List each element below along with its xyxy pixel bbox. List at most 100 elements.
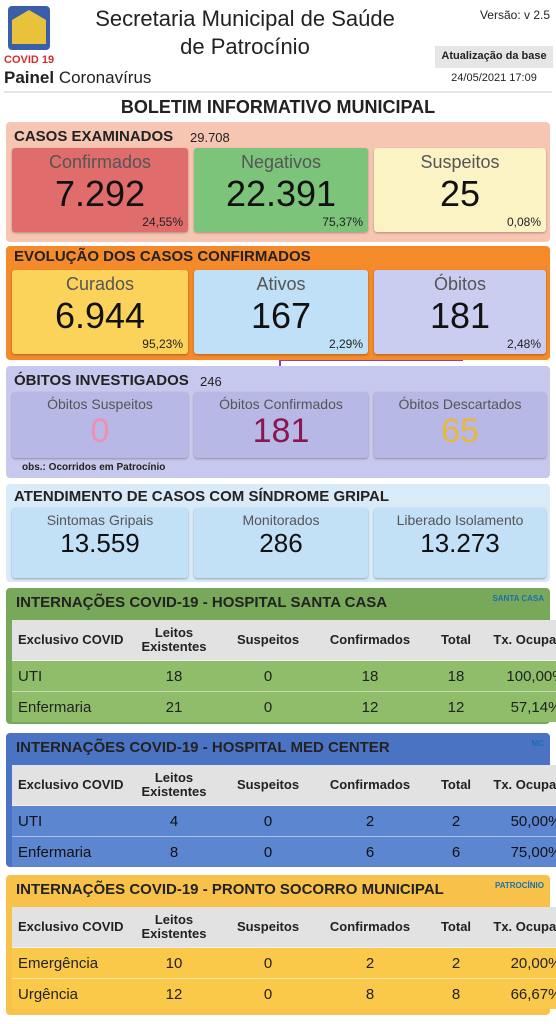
column-header: Leitos Existentes	[141, 912, 207, 941]
panel-bold: Painel	[4, 68, 55, 87]
cell: 2	[423, 947, 489, 979]
cell: 18	[129, 660, 219, 692]
column-header: Confirmados	[329, 777, 411, 792]
card: Óbitos Confirmados 181	[194, 392, 368, 458]
card-label: Negativos	[240, 152, 322, 172]
cell: UTI	[12, 805, 129, 837]
section-title: CASOS EXAMINADOS	[14, 128, 174, 145]
column-header: Exclusivo COVID	[18, 777, 124, 792]
column-header: Tx. Ocupação	[493, 777, 556, 792]
cell: 0	[219, 660, 317, 692]
cell: 10	[129, 947, 219, 979]
cell: 57,14%	[489, 691, 556, 722]
cell: 18	[423, 660, 489, 692]
column-header: Total	[440, 632, 472, 647]
cell: 0	[219, 691, 317, 722]
update-label: Atualização da base	[441, 50, 547, 62]
card: Ativos 167 2,29%	[194, 270, 368, 354]
version: Versão: v 2.5	[479, 8, 550, 22]
cell: 0	[219, 947, 317, 979]
card: Monitorados 286	[194, 508, 368, 578]
card-value: 6.944	[54, 295, 146, 336]
card-label: Óbitos Confirmados	[219, 396, 343, 412]
card-value: 65	[441, 412, 479, 450]
cell: 6	[423, 836, 489, 867]
card-label: Curados	[65, 274, 135, 294]
panel-name: Painel Coronavírus	[4, 68, 151, 88]
card-value: 0	[90, 412, 110, 450]
cell: 0	[219, 836, 317, 867]
cell: 2	[317, 947, 423, 979]
header-row: Exclusivo COVID Leitos Existentes Suspeito…	[12, 620, 556, 661]
section-total: 29.708	[190, 130, 230, 145]
cell: 12	[129, 978, 219, 1009]
column-header: Leitos Existentes	[141, 625, 207, 654]
section-total: 246	[200, 374, 222, 389]
cell: 21	[129, 691, 219, 722]
column-header: Exclusivo COVID	[18, 919, 124, 934]
hospital-section: INTERNAÇÕES COVID-19 - PRONTO SOCORRO MU…	[6, 875, 556, 1015]
section-title: ÓBITOS INVESTIGADOS	[14, 372, 189, 389]
section-title: EVOLUÇÃO DOS CASOS CONFIRMADOS	[14, 248, 311, 265]
cell: Urgência	[12, 978, 129, 1009]
cell: 18	[317, 660, 423, 692]
hospital-title: INTERNAÇÕES COVID-19 - HOSPITAL MED CENT…	[16, 739, 390, 756]
logo-shield	[12, 10, 46, 44]
card: Liberado Isolamento 13.273	[374, 508, 546, 578]
cell: 2	[423, 805, 489, 837]
card-pct: 2,29%	[328, 337, 363, 351]
column-header: Tx. Ocupação	[493, 632, 556, 647]
hospital-table: Exclusivo COVID Leitos Existentes Suspeito…	[12, 620, 556, 722]
card-value: 167	[250, 295, 312, 336]
card-pct: 0,08%	[506, 215, 541, 229]
cell: 100,00%	[489, 660, 556, 692]
card-value: 181	[252, 412, 310, 450]
card-label: Ativos	[256, 274, 306, 294]
cell: UTI	[12, 660, 129, 692]
cell: 4	[129, 805, 219, 837]
card-label: Óbitos Suspeitos	[47, 396, 153, 412]
hospital-section: INTERNAÇÕES COVID-19 - HOSPITAL SANTA CA…	[6, 588, 556, 724]
card-pct: 2,48%	[506, 337, 541, 351]
card-label: Óbitos	[433, 274, 487, 294]
cell: 8	[423, 978, 489, 1009]
card-label: Monitorados	[242, 512, 320, 528]
header-row: Exclusivo COVID Leitos Existentes Suspeito…	[12, 765, 556, 806]
card-label: Suspeitos	[420, 152, 500, 172]
section-title: ATENDIMENTO DE CASOS COM SÍNDROME GRIPAL	[14, 488, 390, 505]
card: Curados 6.944 95,23%	[12, 270, 188, 354]
cell: Emergência	[12, 947, 129, 979]
note: obs.: Ocorridos em Patrocínio	[22, 462, 166, 473]
hospital-title: INTERNAÇÕES COVID-19 - HOSPITAL SANTA CA…	[16, 594, 388, 611]
cell: 75,00%	[489, 836, 556, 867]
card: Óbitos Suspeitos 0	[12, 392, 188, 458]
hospital-logo: MC	[531, 739, 544, 748]
hospital-title: INTERNAÇÕES COVID-19 - PRONTO SOCORRO MU…	[16, 881, 444, 898]
card-pct: 24,55%	[142, 215, 183, 229]
card-value: 286	[259, 528, 303, 558]
cell: 6	[317, 836, 423, 867]
card-value: 181	[429, 295, 491, 336]
title-line1: Secretaria Municipal de Saúde	[95, 6, 395, 31]
hospital-table: Exclusivo COVID Leitos Existentes Suspeito…	[12, 765, 556, 867]
card: Sintomas Gripais 13.559	[12, 508, 188, 578]
card-label: Sintomas Gripais	[46, 512, 154, 528]
card-pct: 75,37%	[322, 215, 363, 229]
cell: 8	[317, 978, 423, 1009]
column-header: Tx. Ocupação	[493, 919, 556, 934]
column-header: Suspeitos	[236, 777, 300, 792]
cell: 12	[317, 691, 423, 722]
card-label: Óbitos Descartados	[398, 396, 522, 412]
column-header: Exclusivo COVID	[18, 632, 124, 647]
card-value: 13.273	[420, 528, 500, 558]
card: Confirmados 7.292 24,55%	[12, 148, 188, 232]
card-pct: 95,23%	[142, 337, 183, 351]
cell: 50,00%	[489, 805, 556, 837]
